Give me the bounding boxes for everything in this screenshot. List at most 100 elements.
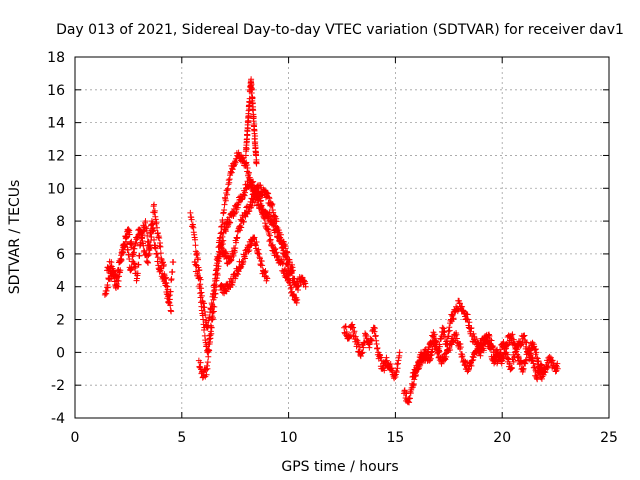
data-point: [135, 261, 142, 268]
data-point: [541, 365, 548, 372]
data-point: [470, 330, 477, 337]
data-point: [208, 330, 215, 337]
data-point: [126, 231, 133, 238]
data-point: [447, 346, 454, 353]
data-point: [537, 367, 544, 374]
data-point: [436, 348, 443, 355]
data-point: [192, 242, 199, 249]
data-point: [393, 369, 400, 376]
data-point: [502, 350, 509, 357]
data-point: [132, 240, 139, 247]
data-point: [353, 336, 360, 343]
data-point: [221, 201, 228, 208]
data-point: [238, 224, 245, 231]
data-point: [209, 303, 216, 310]
data-point: [212, 277, 219, 284]
data-point: [531, 363, 538, 370]
data-point: [359, 349, 366, 356]
data-point: [146, 250, 153, 257]
data-point: [275, 226, 282, 233]
data-point: [124, 246, 131, 253]
data-point: [223, 288, 230, 295]
x-tick-label: 25: [600, 430, 618, 446]
data-point: [219, 233, 226, 240]
data-point: [192, 236, 199, 243]
data-point: [195, 275, 202, 282]
data-point: [545, 363, 552, 370]
data-point: [509, 331, 516, 338]
data-point: [234, 234, 241, 241]
data-point: [152, 245, 159, 252]
data-point: [231, 210, 238, 217]
y-tick-label: 10: [47, 181, 65, 197]
data-point: [268, 212, 275, 219]
data-point: [128, 238, 135, 245]
data-point: [230, 252, 237, 259]
data-point: [272, 245, 279, 252]
data-point: [289, 267, 296, 274]
data-point: [269, 241, 276, 248]
data-point: [243, 145, 250, 152]
grid: [75, 57, 609, 418]
y-tick-label: 8: [56, 214, 65, 230]
data-point: [104, 284, 111, 291]
data-point: [450, 315, 457, 322]
data-point: [280, 260, 287, 267]
data-point: [149, 225, 156, 232]
data-point: [273, 218, 280, 225]
data-point: [374, 345, 381, 352]
data-point: [205, 353, 212, 360]
data-point: [114, 273, 121, 280]
data-point: [157, 250, 164, 257]
data-point: [142, 218, 149, 225]
data-point: [264, 275, 271, 282]
x-tick-label: 0: [71, 430, 80, 446]
data-point: [351, 328, 358, 335]
data-point: [211, 286, 218, 293]
data-point: [246, 247, 253, 254]
data-point: [396, 349, 403, 356]
data-point: [128, 264, 135, 271]
data-point: [244, 125, 251, 132]
data-point: [203, 371, 210, 378]
data-point: [360, 344, 367, 351]
data-point: [466, 319, 473, 326]
data-point: [202, 312, 209, 319]
data-point: [196, 267, 203, 274]
data-point: [137, 239, 144, 246]
data-point: [522, 338, 529, 345]
data-point: [441, 334, 448, 341]
data-point: [188, 216, 195, 223]
data-point: [468, 362, 475, 369]
data-point: [244, 164, 251, 171]
data-point: [249, 94, 256, 101]
data-point: [250, 113, 257, 120]
data-point: [302, 283, 309, 290]
data-point: [222, 228, 229, 235]
y-tick-label: -2: [51, 378, 65, 394]
data-point: [431, 331, 438, 338]
data-point: [267, 236, 274, 243]
data-point: [157, 243, 164, 250]
chart-title: Day 013 of 2021, Sidereal Day-to-day VTE…: [56, 22, 624, 38]
data-point: [154, 254, 161, 261]
data-point: [284, 249, 291, 256]
data-point: [208, 324, 215, 331]
data-point: [169, 268, 176, 275]
data-point: [509, 365, 516, 372]
data-point: [427, 355, 434, 362]
data-point: [250, 178, 257, 185]
data-point: [520, 365, 527, 372]
data-point: [518, 341, 525, 348]
data-point: [480, 347, 487, 354]
data-point: [284, 270, 291, 277]
data-point: [459, 353, 466, 360]
data-point: [266, 195, 273, 202]
data-point: [473, 335, 480, 342]
data-point: [154, 224, 161, 231]
data-point: [492, 358, 499, 365]
y-tick-label: 14: [47, 116, 65, 132]
data-point: [269, 201, 276, 208]
data-point: [266, 232, 273, 239]
